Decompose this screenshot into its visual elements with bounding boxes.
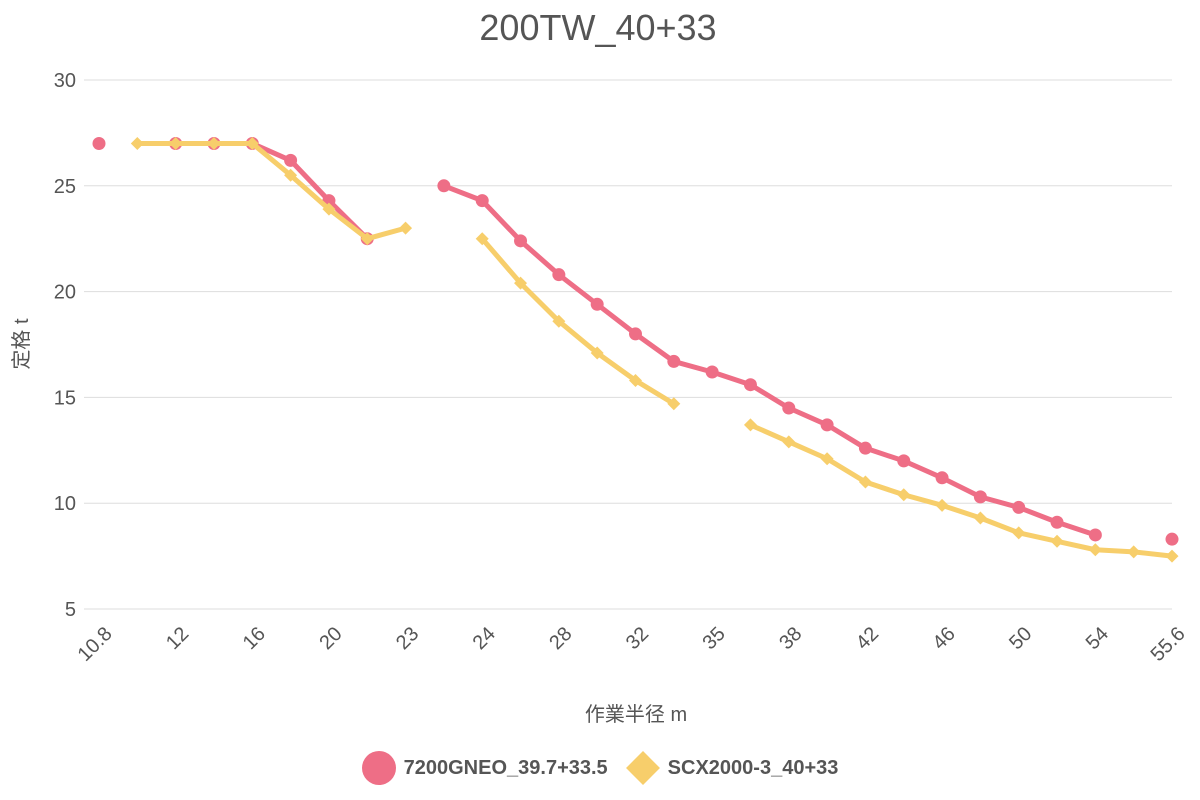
data-point[interactable] xyxy=(935,471,949,485)
data-point[interactable] xyxy=(973,490,987,504)
legend-swatch-diamond xyxy=(625,751,660,785)
data-point[interactable] xyxy=(92,136,106,150)
data-point[interactable] xyxy=(399,221,413,235)
data-point[interactable] xyxy=(552,268,566,282)
chart: 200TW_40+33 5 10 15 20 25 30 10.8 12 16 20 23 24 28… xyxy=(10,7,1190,726)
data-point[interactable] xyxy=(207,136,221,150)
data-point[interactable] xyxy=(897,454,911,468)
data-point[interactable] xyxy=(935,498,949,512)
data-point[interactable] xyxy=(1050,534,1064,548)
x-tick-label: 16 xyxy=(239,623,270,654)
x-axis-title: 作業半径 m xyxy=(585,703,687,726)
data-point[interactable] xyxy=(858,441,872,455)
data-point[interactable] xyxy=(1012,500,1026,514)
x-tick-label: 54 xyxy=(1082,623,1113,654)
x-tick-label: 50 xyxy=(1005,623,1036,654)
x-tick-label: 24 xyxy=(469,623,500,654)
x-tick-label: 32 xyxy=(622,623,653,654)
x-tick-label: 42 xyxy=(852,623,883,654)
data-point[interactable] xyxy=(973,511,987,525)
data-point[interactable] xyxy=(1165,549,1179,563)
legend: 7200GNEO_39.7+33.5 SCX2000-3_40+33 xyxy=(0,748,1200,788)
y-tick-label: 10 xyxy=(54,493,76,515)
y-axis-ticks: 5 10 15 20 25 30 xyxy=(54,70,76,621)
data-point[interactable] xyxy=(1127,545,1141,559)
data-point[interactable] xyxy=(475,194,489,208)
legend-item-7200gneo[interactable]: 7200GNEO_39.7+33.5 xyxy=(361,751,608,785)
data-point[interactable] xyxy=(743,378,757,392)
data-point[interactable] xyxy=(858,475,872,489)
data-point[interactable] xyxy=(705,365,719,379)
data-point[interactable] xyxy=(1088,528,1102,542)
data-point[interactable] xyxy=(820,418,834,432)
y-axis-title: 定格 t xyxy=(10,318,33,370)
data-point[interactable] xyxy=(322,202,336,216)
data-point[interactable] xyxy=(820,452,834,466)
data-point[interactable] xyxy=(667,354,681,368)
data-point[interactable] xyxy=(590,346,604,360)
series xyxy=(92,136,1179,563)
series-line xyxy=(441,183,1098,538)
x-tick-label: 55.6 xyxy=(1147,623,1190,666)
x-tick-label: 46 xyxy=(928,623,959,654)
x-tick-label: 38 xyxy=(775,623,806,654)
grid xyxy=(84,79,1172,610)
x-tick-label: 23 xyxy=(392,623,423,654)
series-0 xyxy=(92,136,1179,546)
x-tick-label: 20 xyxy=(315,623,346,654)
legend-label: 7200GNEO_39.7+33.5 xyxy=(403,756,608,779)
chart-title: 200TW_40+33 xyxy=(479,7,716,48)
series-1 xyxy=(130,136,1179,563)
data-point[interactable] xyxy=(782,435,796,449)
data-point[interactable] xyxy=(743,418,757,432)
data-point[interactable] xyxy=(590,297,604,311)
data-point[interactable] xyxy=(629,327,642,341)
data-point[interactable] xyxy=(782,401,796,415)
y-tick-label: 15 xyxy=(54,387,76,409)
legend-item-scx2000[interactable]: SCX2000-3_40+33 xyxy=(625,751,839,785)
data-point[interactable] xyxy=(130,136,144,150)
data-point[interactable] xyxy=(437,179,451,193)
data-point[interactable] xyxy=(1050,515,1064,529)
y-tick-label: 5 xyxy=(65,599,76,621)
legend-label: SCX2000-3_40+33 xyxy=(667,756,839,779)
data-point[interactable] xyxy=(169,136,183,150)
x-tick-label: 12 xyxy=(162,623,193,654)
data-point[interactable] xyxy=(245,136,259,150)
x-tick-label: 28 xyxy=(545,623,576,654)
data-point[interactable] xyxy=(284,153,298,167)
data-point[interactable] xyxy=(514,234,528,248)
data-point[interactable] xyxy=(514,276,528,290)
data-point[interactable] xyxy=(629,373,642,387)
x-tick-label: 10.8 xyxy=(74,623,117,666)
data-point[interactable] xyxy=(1165,532,1179,546)
data-point[interactable] xyxy=(475,232,489,246)
series-line xyxy=(134,140,409,242)
series-line xyxy=(479,236,677,407)
x-axis-ticks: 10.8 12 16 20 23 24 28 32 35 38 42 46 50 54 55.6 xyxy=(74,623,1190,666)
data-point[interactable] xyxy=(552,314,566,328)
data-point[interactable] xyxy=(897,488,911,502)
data-point[interactable] xyxy=(1012,526,1026,540)
data-point[interactable] xyxy=(667,397,681,411)
data-point[interactable] xyxy=(1088,543,1102,557)
legend-swatch-circle xyxy=(361,751,396,785)
y-tick-label: 20 xyxy=(54,282,76,304)
x-tick-label: 35 xyxy=(699,623,730,654)
data-point[interactable] xyxy=(360,232,374,246)
data-point[interactable] xyxy=(284,168,298,182)
y-tick-label: 30 xyxy=(54,70,76,92)
series-line xyxy=(747,422,1175,559)
y-tick-label: 25 xyxy=(54,176,76,198)
